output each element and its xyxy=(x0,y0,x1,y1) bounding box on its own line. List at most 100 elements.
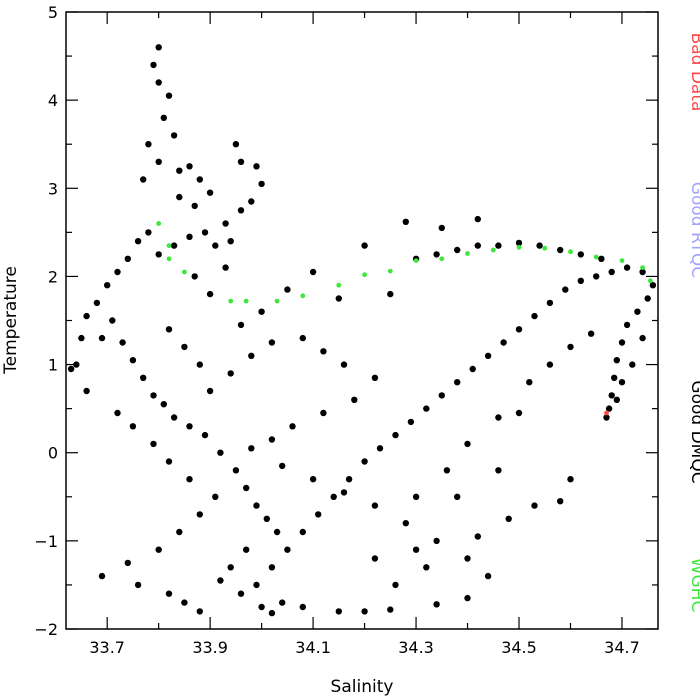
data-point xyxy=(258,603,265,611)
x-tick-label: 33.7 xyxy=(89,638,125,657)
data-point xyxy=(150,440,157,448)
data-point xyxy=(546,361,554,368)
data-point xyxy=(170,132,178,139)
data-point xyxy=(433,601,440,608)
data-point xyxy=(170,414,178,421)
data-point xyxy=(340,361,348,368)
data-point xyxy=(387,290,394,298)
data-point xyxy=(279,462,286,470)
data-point xyxy=(623,321,631,329)
y-tick-label: 5 xyxy=(48,3,58,22)
data-point xyxy=(129,423,137,430)
legend-wghc: WGHC xyxy=(687,558,700,613)
data-point xyxy=(83,387,90,395)
data-point xyxy=(237,158,245,165)
data-point xyxy=(191,273,198,280)
x-tick-label: 34.3 xyxy=(398,638,434,657)
data-point xyxy=(206,189,214,196)
data-point xyxy=(273,528,281,536)
data-point xyxy=(289,423,296,430)
data-point xyxy=(490,247,496,253)
data-point xyxy=(67,365,75,373)
data-point xyxy=(165,326,173,333)
points-layer xyxy=(67,44,657,617)
y-tick-label: 4 xyxy=(48,91,58,110)
data-point xyxy=(371,502,379,509)
data-point xyxy=(170,242,178,249)
data-point xyxy=(201,431,209,439)
data-point xyxy=(516,244,522,250)
data-point xyxy=(618,379,626,386)
data-point xyxy=(603,414,610,421)
data-point xyxy=(593,254,599,260)
data-point xyxy=(577,251,584,258)
data-point xyxy=(222,264,229,271)
data-point xyxy=(387,606,394,613)
data-point xyxy=(268,339,276,346)
data-point xyxy=(217,449,224,456)
data-point xyxy=(608,268,615,276)
data-point xyxy=(484,572,492,580)
data-point xyxy=(464,594,471,602)
data-point xyxy=(248,198,255,205)
data-point xyxy=(423,564,430,571)
data-point xyxy=(243,484,250,492)
data-point xyxy=(340,489,348,496)
y-tick-label: 1 xyxy=(48,356,58,375)
data-point xyxy=(392,431,399,439)
data-point xyxy=(274,298,280,304)
data-point xyxy=(309,476,317,483)
data-point xyxy=(438,224,445,232)
data-point xyxy=(402,218,409,225)
data-point xyxy=(361,242,368,249)
data-point xyxy=(248,445,255,452)
data-point xyxy=(186,476,193,483)
data-point xyxy=(619,258,625,263)
data-point xyxy=(248,352,255,359)
data-point xyxy=(613,357,620,364)
data-point xyxy=(114,409,121,417)
data-point xyxy=(237,321,245,329)
data-point xyxy=(299,334,306,342)
data-point xyxy=(376,445,384,452)
data-point xyxy=(284,546,291,553)
data-point xyxy=(412,546,420,553)
data-point xyxy=(309,268,317,276)
data-point xyxy=(145,141,152,148)
data-point xyxy=(361,608,368,615)
data-point xyxy=(134,581,142,589)
data-point xyxy=(351,396,358,403)
data-point xyxy=(362,272,367,278)
data-point xyxy=(186,423,193,430)
data-point xyxy=(156,221,162,226)
data-point xyxy=(155,44,162,51)
data-point xyxy=(402,520,409,527)
data-point xyxy=(536,242,543,249)
data-point xyxy=(114,268,121,276)
data-point xyxy=(145,229,152,236)
data-point xyxy=(124,255,131,262)
data-point xyxy=(176,193,183,201)
data-point xyxy=(568,249,573,255)
data-point xyxy=(330,493,337,500)
data-point xyxy=(83,312,90,320)
data-point xyxy=(227,238,234,245)
data-point xyxy=(320,348,327,355)
data-point xyxy=(608,392,615,399)
data-point xyxy=(300,293,306,299)
data-point xyxy=(98,334,106,342)
data-point xyxy=(439,256,445,262)
legend-bad-data: Bad Data xyxy=(687,33,700,112)
data-point xyxy=(129,357,137,364)
data-point xyxy=(217,577,224,584)
data-point xyxy=(649,282,657,289)
data-point xyxy=(526,379,533,386)
data-point xyxy=(577,277,584,284)
data-point xyxy=(134,238,142,245)
data-point xyxy=(605,405,613,412)
data-point xyxy=(150,392,157,399)
data-point xyxy=(438,392,445,399)
data-point xyxy=(196,511,203,518)
data-point xyxy=(593,273,600,280)
data-point xyxy=(243,546,250,553)
